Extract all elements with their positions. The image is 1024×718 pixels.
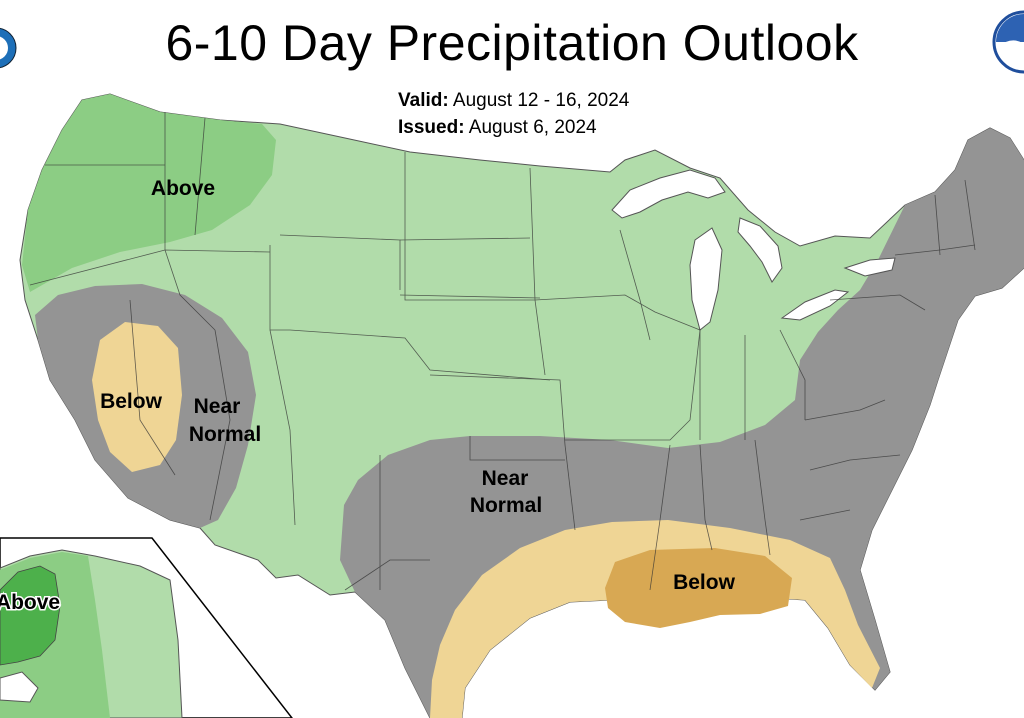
valid-dates: August 12 - 16, 2024 (452, 90, 630, 111)
ca-below-label: Below (100, 390, 163, 413)
nw-above-region (22, 94, 276, 292)
alaska-water-notch (0, 671, 39, 703)
alaska-above-strong-region (0, 565, 61, 666)
nw-above-label: Above (151, 177, 215, 200)
valid-line: Valid: August 12 - 16, 2024 (398, 90, 629, 112)
nws-logo (0, 27, 17, 69)
lake-ontario (843, 257, 896, 277)
map-title: 6-10 Day Precipitation Outlook (165, 15, 859, 71)
sp-normal-label: Normal (470, 494, 542, 517)
issued-date: August 6, 2024 (468, 117, 597, 138)
ak-above-label: Above (0, 591, 60, 614)
gulf-below-label: Below (673, 571, 736, 594)
lake-superior (611, 169, 726, 219)
lake-michigan (689, 227, 723, 331)
gulf-below-core-region (605, 548, 792, 628)
state-boundaries (29, 112, 976, 591)
valid-label: Valid: (398, 90, 449, 111)
ca-below-region (92, 322, 182, 472)
issued-line: Issued: August 6, 2024 (398, 117, 597, 139)
sp-near-label: Near (482, 467, 529, 490)
noaa-logo (992, 10, 1024, 74)
gb-near-label: Near (194, 395, 241, 418)
gb-normal-label: Normal (189, 423, 261, 446)
lake-erie (780, 289, 850, 321)
issued-label: Issued: (398, 117, 465, 138)
lake-huron (737, 217, 783, 283)
